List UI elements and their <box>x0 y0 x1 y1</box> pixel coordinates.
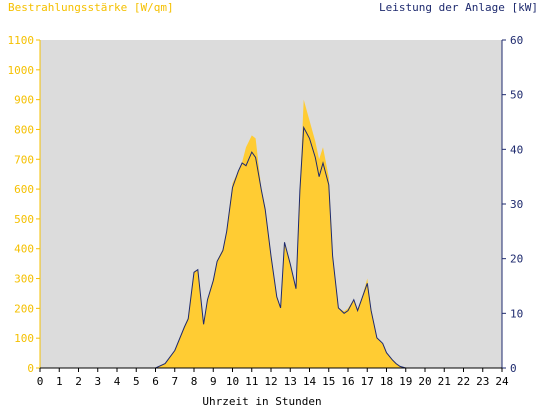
x-tick-label: 13 <box>284 375 297 388</box>
x-tick-label: 9 <box>210 375 217 388</box>
x-tick-label: 6 <box>152 375 159 388</box>
left-tick-label: 500 <box>14 213 34 226</box>
x-tick-label: 11 <box>245 375 258 388</box>
x-tick-label: 20 <box>418 375 431 388</box>
left-tick-label: 0 <box>27 362 34 375</box>
left-tick-label: 1000 <box>8 64 35 77</box>
x-tick-label: 8 <box>191 375 198 388</box>
x-tick-label: 0 <box>37 375 44 388</box>
right-tick-label: 30 <box>510 198 523 211</box>
left-tick-label: 700 <box>14 153 34 166</box>
x-tick-label: 23 <box>476 375 489 388</box>
x-tick-label: 14 <box>303 375 317 388</box>
x-tick-label: 17 <box>361 375 374 388</box>
x-axis-ticks: 0 1 2 3 4 5 6 7 8 9 10 11 12 13 14 15 16 17 18 19 20 21 22 23 24 <box>37 368 509 388</box>
x-tick-label: 18 <box>380 375 393 388</box>
left-tick-label: 900 <box>14 94 34 107</box>
x-tick-label: 24 <box>495 375 509 388</box>
right-tick-label: 20 <box>510 253 523 266</box>
left-y-axis-ticks: 0 100 200 300 400 500 600 700 800 900 1000 1100 <box>8 34 40 375</box>
left-tick-label: 600 <box>14 183 34 196</box>
x-tick-label: 22 <box>457 375 470 388</box>
x-axis-label: Uhrzeit in Stunden <box>202 395 321 408</box>
left-tick-label: 400 <box>14 243 34 256</box>
right-axis-label: Leistung der Anlage [kW] <box>379 1 538 14</box>
right-tick-label: 40 <box>510 143 523 156</box>
right-tick-label: 60 <box>510 34 523 47</box>
x-tick-label: 1 <box>56 375 63 388</box>
x-tick-label: 21 <box>438 375 451 388</box>
right-tick-label: 10 <box>510 307 523 320</box>
irradiance-area <box>40 99 502 368</box>
left-tick-label: 800 <box>14 123 34 136</box>
x-tick-label: 10 <box>226 375 239 388</box>
power-line <box>40 125 502 369</box>
x-tick-label: 2 <box>75 375 82 388</box>
x-tick-label: 19 <box>399 375 412 388</box>
x-tick-label: 4 <box>114 375 121 388</box>
left-tick-label: 300 <box>14 273 34 286</box>
x-tick-label: 12 <box>264 375 277 388</box>
left-tick-label: 200 <box>14 302 34 315</box>
left-tick-label: 100 <box>14 332 34 345</box>
right-tick-label: 0 <box>510 362 517 375</box>
x-tick-label: 15 <box>322 375 335 388</box>
x-tick-label: 5 <box>133 375 140 388</box>
right-y-axis-ticks: 0 10 20 30 40 50 60 <box>502 34 523 375</box>
left-axis-label: Bestrahlungsstärke [W/qm] <box>8 1 174 14</box>
x-tick-label: 7 <box>171 375 178 388</box>
right-tick-label: 50 <box>510 89 523 102</box>
x-tick-label: 3 <box>94 375 101 388</box>
left-tick-label: 1100 <box>8 34 35 47</box>
x-tick-label: 16 <box>341 375 354 388</box>
